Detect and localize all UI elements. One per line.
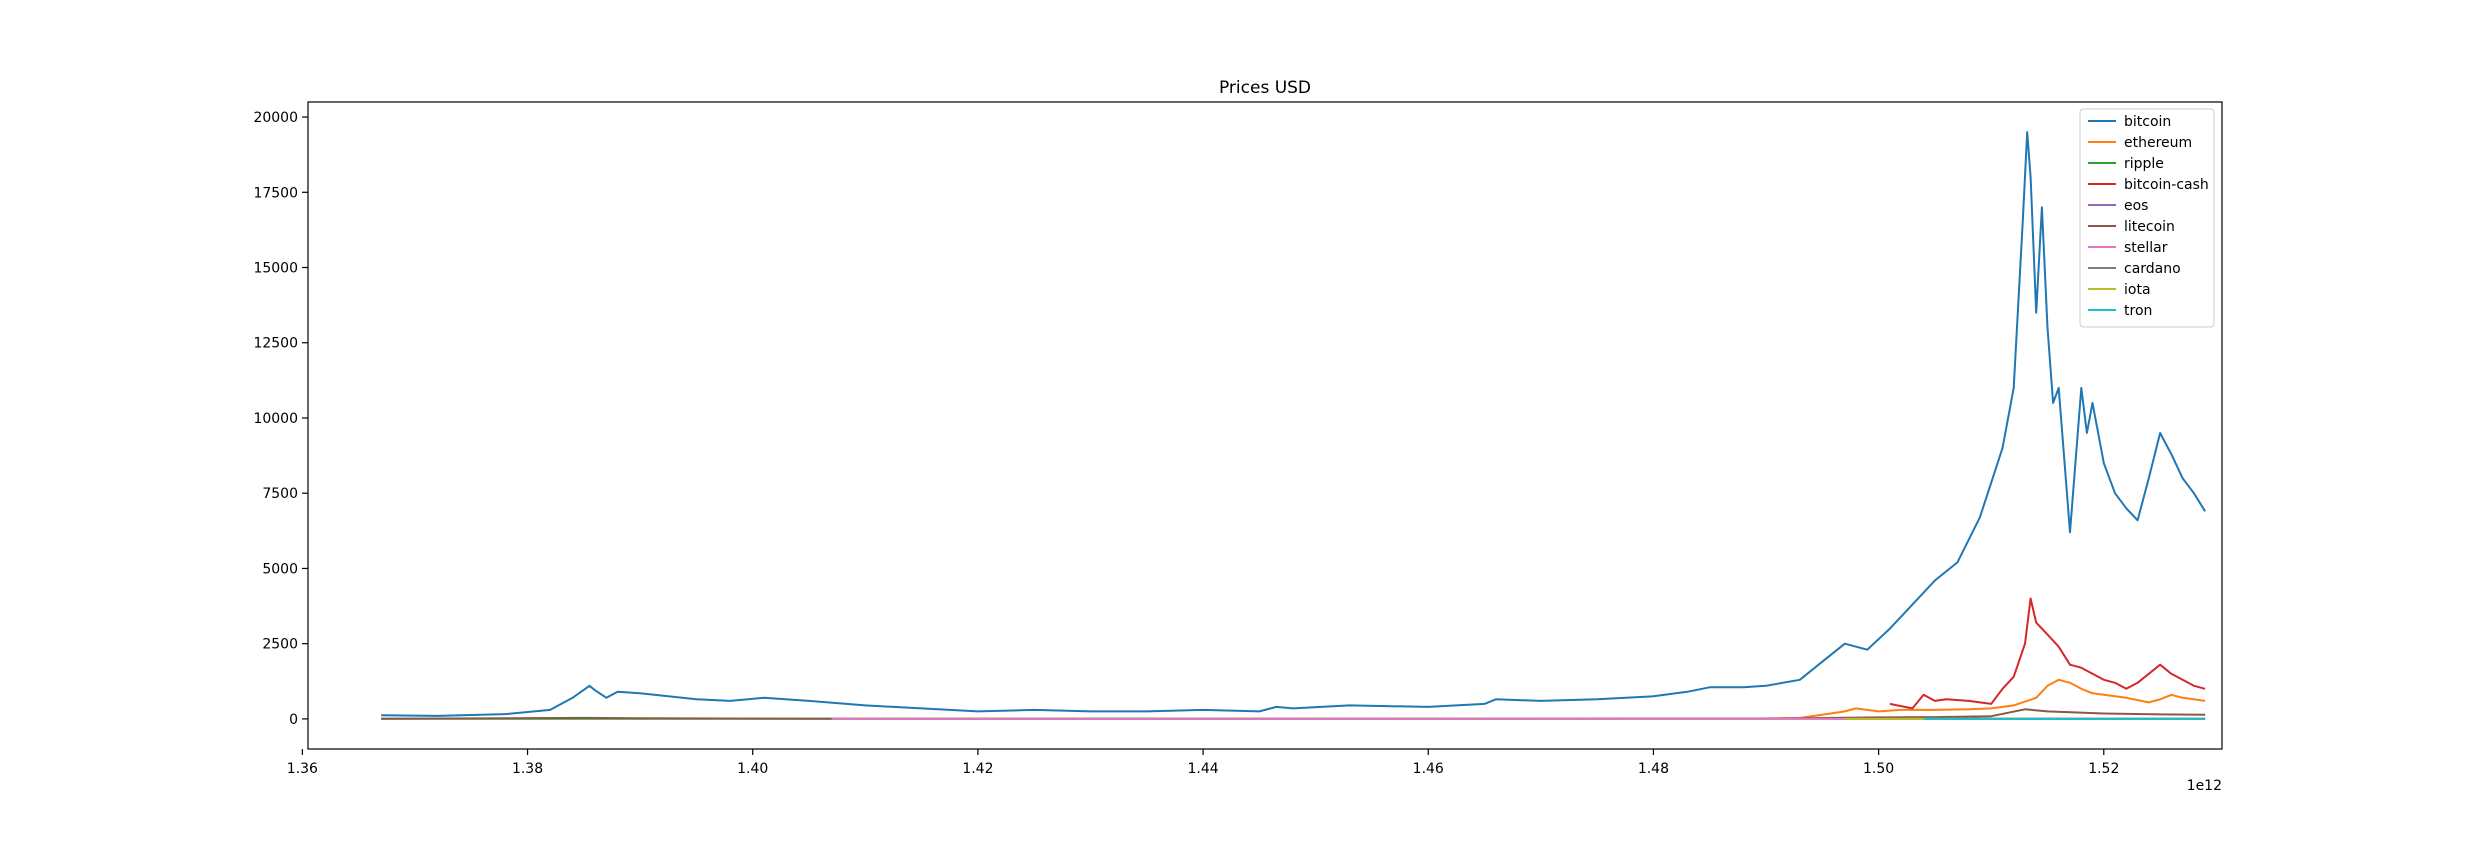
x-tick-label: 1.52 bbox=[2088, 761, 2119, 777]
y-tick-label: 10000 bbox=[253, 411, 298, 427]
x-tick-label: 1.50 bbox=[1863, 761, 1894, 777]
y-tick-label: 0 bbox=[289, 712, 298, 728]
y-tick-label: 15000 bbox=[253, 261, 298, 277]
y-axis: 0 2500 5000 7500 10000 12500 15000 17500 20000 bbox=[253, 110, 308, 728]
y-tick-label: 17500 bbox=[253, 185, 298, 201]
series-line-bitcoin-cash bbox=[1889, 597, 2206, 710]
x-tick-label: 1.44 bbox=[1187, 761, 1218, 777]
legend-label: eos bbox=[2124, 198, 2148, 214]
legend-label: ethereum bbox=[2124, 135, 2192, 151]
x-axis: 1.36 1.38 1.40 1.42 1.44 1.46 1.48 1.50 1.52 bbox=[287, 749, 2119, 777]
series-line-litecoin bbox=[381, 708, 2206, 720]
x-tick-label: 1.40 bbox=[737, 761, 768, 777]
legend-label: tron bbox=[2124, 303, 2152, 319]
x-tick-label: 1.46 bbox=[1413, 761, 1444, 777]
legend-label: cardano bbox=[2124, 261, 2181, 277]
legend-label: stellar bbox=[2124, 240, 2168, 256]
x-axis-offset-label: 1e12 bbox=[2187, 778, 2222, 794]
series-line-ethereum bbox=[1754, 678, 2206, 720]
legend-label: bitcoin-cash bbox=[2124, 177, 2209, 193]
chart-title: Prices USD bbox=[1219, 78, 1311, 98]
y-tick-label: 2500 bbox=[262, 637, 298, 653]
y-tick-label: 20000 bbox=[253, 110, 298, 126]
x-tick-label: 1.48 bbox=[1638, 761, 1669, 777]
legend-label: ripple bbox=[2124, 156, 2164, 172]
series-line-bitcoin bbox=[381, 131, 2206, 717]
legend-label: bitcoin bbox=[2124, 114, 2171, 130]
legend-label: litecoin bbox=[2124, 219, 2175, 235]
y-tick-label: 7500 bbox=[262, 486, 298, 502]
legend: bitcoin ethereum ripple bitcoin-cash eos lite… bbox=[2079, 108, 2215, 328]
legend-label: iota bbox=[2124, 282, 2151, 298]
plot-frame bbox=[307, 101, 2223, 750]
x-tick-label: 1.36 bbox=[287, 761, 318, 777]
x-tick-label: 1.42 bbox=[962, 761, 993, 777]
y-tick-label: 5000 bbox=[262, 561, 298, 577]
plot-area bbox=[381, 131, 2206, 720]
x-tick-label: 1.38 bbox=[512, 761, 543, 777]
y-tick-label: 12500 bbox=[253, 336, 298, 352]
